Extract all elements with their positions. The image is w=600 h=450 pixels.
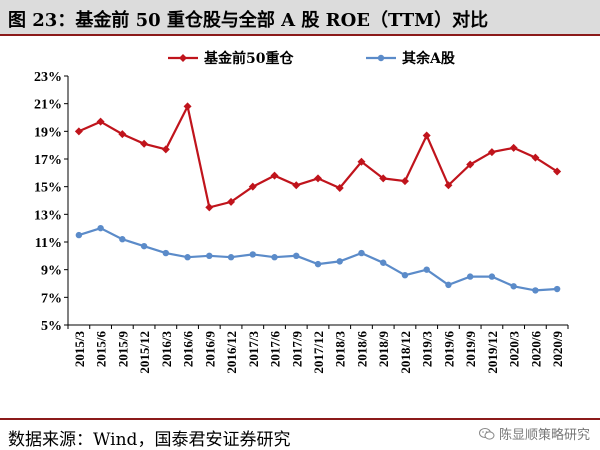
- x-tick-label: 2018/9: [376, 331, 391, 368]
- x-tick-label: 2015/6: [94, 331, 109, 368]
- y-tick-label: 13%: [34, 208, 62, 223]
- y-tick-label: 11%: [35, 236, 62, 251]
- data-point-1: [248, 182, 257, 191]
- data-point-2: [358, 249, 365, 257]
- data-point-2: [401, 272, 409, 279]
- data-point-1: [270, 171, 279, 180]
- data-point-2: [380, 259, 387, 266]
- data-point-1: [553, 167, 562, 176]
- data-point-2: [423, 266, 430, 273]
- data-point-1: [183, 102, 192, 111]
- x-tick-label: 2018/6: [354, 331, 369, 368]
- data-point-2: [445, 281, 452, 289]
- x-tick-label: 2017/9: [289, 331, 304, 368]
- x-tick-label: 2015/12: [137, 331, 152, 374]
- line-chart: 5% 7% 9% 11% 13% 15% 17% 19% 21% 23% 2015/3 2015/6 2…: [34, 50, 569, 374]
- data-point-2: [510, 283, 517, 290]
- x-tick-label: 2016/9: [202, 331, 217, 368]
- data-point-1: [335, 184, 344, 193]
- source-note: 数据来源：Wind，国泰君安证券研究: [8, 430, 291, 450]
- data-point-2: [249, 251, 256, 258]
- data-point-2: [184, 254, 191, 261]
- legend-marker: [377, 54, 385, 62]
- x-tick-label: 2017/12: [311, 331, 326, 374]
- y-tick-label: 23%: [34, 70, 62, 85]
- data-point-1: [227, 197, 236, 206]
- x-tick-label: 2019/6: [441, 331, 456, 368]
- watermark: 陈显顺策略研究: [478, 424, 590, 443]
- data-point-1: [292, 181, 301, 190]
- data-point-1: [531, 153, 540, 162]
- data-point-1: [140, 139, 149, 148]
- x-tick-label: 2015/9: [115, 331, 130, 368]
- footer: 数据来源：Wind，国泰君安证券研究 陈显顺策略研究: [0, 418, 600, 450]
- figure-title: 图 23：基金前 50 重仓股与全部 A 股 ROE（TTM）对比: [8, 10, 489, 31]
- data-point-1: [118, 130, 127, 139]
- data-point-2: [553, 285, 561, 293]
- data-point-2: [227, 254, 235, 261]
- data-point-2: [336, 258, 343, 265]
- data-point-1: [357, 157, 366, 166]
- data-point-1: [466, 160, 475, 169]
- y-tick-label: 19%: [34, 125, 62, 140]
- x-tick-label: 2016/3: [159, 331, 174, 368]
- data-point-1: [205, 203, 214, 212]
- data-point-1: [444, 181, 453, 190]
- data-point-2: [140, 242, 148, 250]
- x-tick-label: 2020/6: [528, 331, 543, 368]
- data-point-2: [532, 287, 539, 294]
- data-point-2: [162, 249, 170, 257]
- legend-marker: [179, 54, 187, 62]
- y-tick-label: 21%: [34, 98, 62, 113]
- data-point-1: [379, 174, 388, 183]
- data-point-2: [206, 252, 213, 260]
- data-point-2: [488, 273, 496, 280]
- x-tick-label: 2019/12: [485, 331, 500, 374]
- data-point-2: [466, 273, 474, 280]
- legend-label: 基金前50重仓: [204, 50, 294, 67]
- y-tick-label: 9%: [41, 264, 62, 279]
- legend-label: 其余A股: [402, 50, 456, 67]
- data-point-1: [400, 177, 409, 186]
- y-tick-label: 15%: [34, 181, 62, 196]
- data-point-2: [293, 252, 300, 260]
- figure-title-bar: 图 23：基金前 50 重仓股与全部 A 股 ROE（TTM）对比: [0, 0, 600, 36]
- data-point-1: [509, 143, 518, 152]
- series-line-1: [78, 103, 558, 209]
- x-tick-label: 2018/12: [398, 331, 413, 374]
- x-tick-label: 2020/3: [507, 331, 522, 368]
- x-tick-label: 2020/9: [550, 331, 565, 368]
- data-point-2: [119, 236, 126, 243]
- data-point-2: [271, 254, 278, 261]
- data-point-1: [96, 117, 105, 126]
- y-tick-label: 7%: [41, 291, 62, 306]
- x-tick-label: 2016/6: [181, 331, 196, 368]
- data-point-1: [487, 148, 496, 157]
- y-tick-label: 17%: [34, 153, 62, 168]
- wechat-icon: [478, 427, 495, 440]
- data-point-2: [97, 224, 104, 232]
- data-point-2: [75, 231, 83, 239]
- data-point-1: [161, 145, 170, 154]
- x-tick-label: 2015/3: [72, 331, 87, 368]
- data-point-1: [422, 131, 431, 140]
- data-point-1: [74, 127, 83, 136]
- x-tick-label: 2017/6: [268, 331, 283, 368]
- y-tick-label: 5%: [41, 319, 62, 334]
- x-tick-label: 2017/3: [246, 331, 261, 368]
- watermark-text: 陈显顺策略研究: [498, 428, 590, 443]
- x-tick-label: 2018/3: [333, 331, 348, 368]
- x-tick-label: 2016/12: [224, 331, 239, 374]
- data-point-2: [314, 260, 322, 268]
- x-tick-label: 2019/3: [420, 331, 435, 368]
- series-line-2: [78, 227, 558, 292]
- footer-divider: [0, 418, 600, 420]
- data-point-1: [314, 174, 322, 183]
- x-tick-label: 2019/9: [463, 331, 478, 368]
